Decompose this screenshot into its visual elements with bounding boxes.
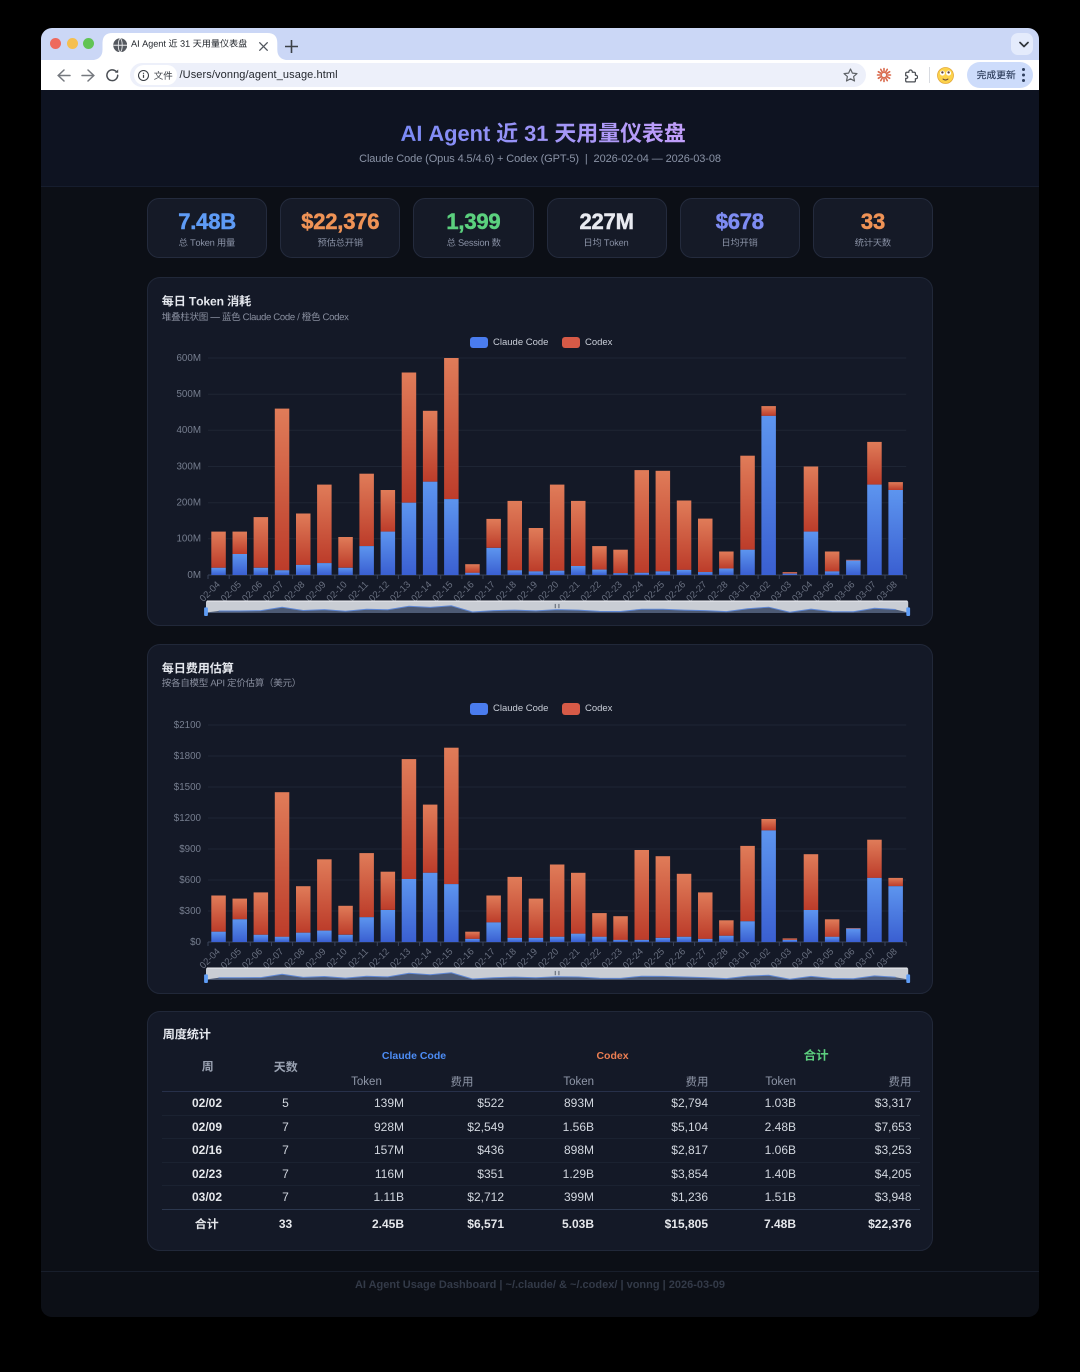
svg-text:02-11: 02-11 (346, 946, 370, 970)
svg-text:200M: 200M (176, 498, 201, 509)
svg-text:600M: 600M (176, 353, 201, 364)
svg-text:300M: 300M (176, 461, 201, 472)
svg-text:$300: $300 (179, 905, 201, 916)
svg-text:0M: 0M (187, 570, 201, 581)
svg-text:$2100: $2100 (174, 719, 202, 730)
svg-text:400M: 400M (176, 425, 201, 436)
svg-text:100M: 100M (176, 534, 201, 545)
svg-text:$900: $900 (179, 843, 201, 854)
svg-text:500M: 500M (176, 389, 201, 400)
svg-text:$600: $600 (179, 874, 201, 885)
svg-text:$1500: $1500 (174, 781, 202, 792)
svg-text:$0: $0 (190, 936, 201, 947)
svg-text:02-11: 02-11 (346, 579, 370, 603)
svg-text:$1800: $1800 (174, 750, 202, 761)
svg-text:$1200: $1200 (174, 812, 202, 823)
